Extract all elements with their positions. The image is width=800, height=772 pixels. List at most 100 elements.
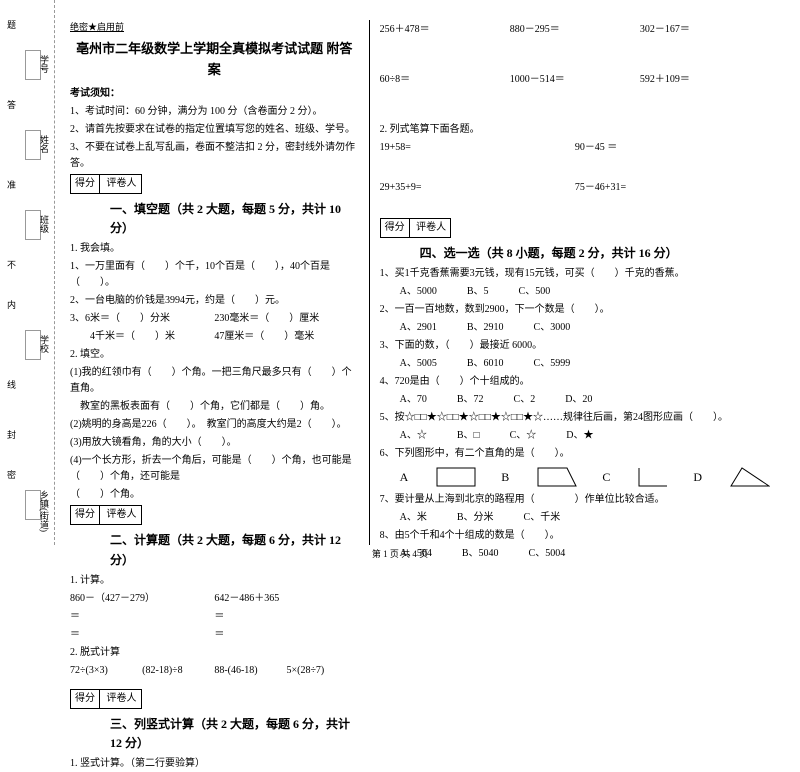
choice-q: 7、要计量从上海到北京的路程用（ ）作单位比较合适。 (380, 492, 770, 508)
score-label: 得分 (71, 175, 100, 193)
q2-line: (2)姚明的身高是226（ ）。 教室门的高度大约是2（ ）。 (70, 417, 359, 433)
margin-text: 不 (5, 260, 18, 269)
calc-row: 60÷8＝ 1000－514＝ 592＋109＝ (380, 72, 770, 88)
margin-text: 内 (5, 300, 18, 309)
opt: A、米 (400, 510, 427, 526)
grader-label: 评卷人 (103, 506, 141, 524)
text: 230毫米＝（ ）厘米 (214, 311, 358, 327)
text: ＝ (214, 627, 358, 643)
opt: C、千米 (524, 510, 561, 526)
text: ＝ (70, 609, 214, 625)
q2-line: 教室的黑板表面有（ ）个角，它们都是（ ）角。 (70, 399, 359, 415)
q1-line: 3、6米＝（ ）分米 230毫米＝（ ）厘米 (70, 311, 359, 327)
section-1-head: 一、填空题（共 2 大题，每题 5 分，共计 10 分） (110, 200, 359, 238)
left-column: 绝密★启用前 亳州市二年级数学上学期全真模拟考试试题 附答案 考试须知： 1、考… (60, 20, 370, 545)
margin-text: 线 (5, 380, 18, 389)
score-box: 得分 评卷人 (70, 505, 142, 525)
text: (82-18)÷8 (142, 663, 214, 679)
opt: B、72 (457, 392, 484, 408)
text: 642－486＋365 (214, 591, 358, 607)
notice-head: 考试须知： (70, 86, 359, 102)
grader-label: 评卷人 (103, 175, 141, 193)
score-box: 得分 评卷人 (70, 689, 142, 709)
calc-row: 256＋478＝ 880－295＝ 302－167＝ (380, 22, 770, 38)
margin-text: 学校 (38, 335, 51, 353)
angle-icon (638, 467, 668, 487)
opt: C、3000 (534, 320, 571, 336)
opt: A、5005 (400, 356, 437, 372)
choice-opts: A、米 B、分米 C、千米 (400, 510, 770, 526)
choice-q: 2、一百一百地数，数到2900，下一个数是（ ）。 (380, 302, 770, 318)
secret-label: 绝密★启用前 (70, 20, 359, 34)
q3-row: 860－（427－279） 642－486＋365 (70, 591, 359, 607)
q3-head: 1. 计算。 (70, 573, 359, 589)
opt: A、70 (400, 392, 427, 408)
triangle-icon (730, 467, 770, 487)
score-label: 得分 (71, 506, 100, 524)
page-footer: 第 1 页 共 4 页 (0, 547, 800, 560)
q1-line: 1、一万里面有（ ）个千，10个百是（ ），40个百是（ ）。 (70, 259, 359, 291)
rectangle-icon (436, 467, 476, 487)
text: 860－（427－279） (70, 591, 214, 607)
choice-q: 3、下面的数，（ ）最接近 6000。 (380, 338, 770, 354)
opt: D、20 (565, 392, 592, 408)
opt: B、2910 (467, 320, 504, 336)
opt: C、5999 (534, 356, 571, 372)
score-label: 得分 (381, 219, 410, 237)
margin-text: 答 (5, 100, 18, 109)
margin-text: 密 (5, 470, 18, 479)
q2-line: (3)用放大镜看角，角的大小（ ）。 (70, 435, 359, 451)
text: 75－46+31= (575, 180, 770, 196)
q4-row: 72÷(3×3) (82-18)÷8 88-(46-18) 5×(28÷7) (70, 663, 359, 679)
text: 4千米＝（ ）米 (70, 329, 214, 345)
q6-row: 29+35+9= 75－46+31= (380, 180, 770, 196)
text: 302－167＝ (640, 22, 770, 38)
opt: B、□ (457, 428, 480, 444)
opt: B、6010 (467, 356, 504, 372)
choice-q: 8、由5个千和4个十组成的数是（ ）。 (380, 528, 770, 544)
opt: D、★ (566, 428, 593, 444)
section-3-head: 三、列竖式计算（共 2 大题，每题 6 分，共计 12 分） (110, 715, 359, 753)
choice-opts: A、2901 B、2910 C、3000 (400, 320, 770, 336)
text: 592＋109＝ (640, 72, 770, 88)
q6-head: 2. 列式笔算下面各题。 (380, 122, 770, 138)
text: 5×(28÷7) (286, 663, 358, 679)
text: 1000－514＝ (510, 72, 640, 88)
q6-row: 19+58= 90－45 ＝ (380, 140, 770, 156)
grader-label: 评卷人 (412, 219, 450, 237)
trapezoid-icon (537, 467, 577, 487)
q4-head: 2. 脱式计算 (70, 645, 359, 661)
choice-q: 1、买1千克香蕉需要3元钱，现有15元钱，可买（ ）千克的香蕉。 (380, 266, 770, 282)
opt: C、2 (514, 392, 536, 408)
margin-text: 班级 (38, 215, 51, 233)
opt: A、5000 (400, 284, 437, 300)
opt: B、5 (467, 284, 489, 300)
right-column: 256＋478＝ 880－295＝ 302－167＝ 60÷8＝ 1000－51… (370, 20, 780, 545)
q2-line: (4)一个长方形，折去一个角后，可能是（ ）个角，也可能是（ ）个角，还可能是 (70, 453, 359, 485)
text: 19+58= (380, 140, 575, 156)
shape-label: D (693, 468, 702, 487)
shape-label: C (602, 468, 610, 487)
score-label: 得分 (71, 690, 100, 708)
page-content: 绝密★启用前 亳州市二年级数学上学期全真模拟考试试题 附答案 考试须知： 1、考… (0, 0, 800, 545)
text: 3、6米＝（ ）分米 (70, 311, 214, 327)
choice-q: 5、按☆□□★☆□□★☆□□★☆□□★☆……规律往后画，第24图形应画（ ）。 (380, 410, 770, 426)
q1-head: 1. 我会填。 (70, 241, 359, 257)
text: 29+35+9= (380, 180, 575, 196)
text: 880－295＝ (510, 22, 640, 38)
choice-opts: A、5000 B、5 C、500 (400, 284, 770, 300)
choice-q: 4、720是由（ ）个十组成的。 (380, 374, 770, 390)
text: 256＋478＝ (380, 22, 510, 38)
grader-label: 评卷人 (103, 690, 141, 708)
q5-head: 1. 竖式计算。（第二行要验算） (70, 756, 359, 772)
text: 90－45 ＝ (575, 140, 770, 156)
opt: C、500 (519, 284, 551, 300)
opt: B、分米 (457, 510, 494, 526)
section-4-head: 四、选一选（共 8 小题，每题 2 分，共计 16 分） (420, 244, 770, 263)
notice-item: 3、不要在试卷上乱写乱画，卷面不整洁扣 2 分，密封线外请勿作答。 (70, 140, 359, 172)
q3-row: ＝ ＝ (70, 627, 359, 643)
score-box: 得分 评卷人 (70, 174, 142, 194)
choice-q: 6、下列图形中，有二个直角的是（ ）。 (380, 446, 770, 462)
text: 72÷(3×3) (70, 663, 142, 679)
choice-opts: A、5005 B、6010 C、5999 (400, 356, 770, 372)
